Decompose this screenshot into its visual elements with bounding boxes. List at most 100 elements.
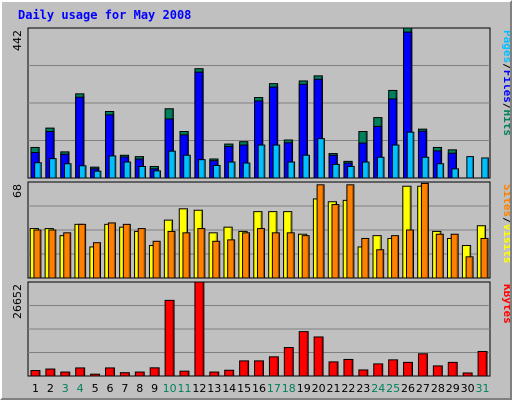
- sites-bar: [361, 237, 370, 279]
- sites-bar-shade: [397, 236, 399, 277]
- pages-bar-shade: [173, 152, 175, 177]
- sites-bar-shade: [233, 240, 235, 277]
- kbytes-bar: [283, 347, 294, 377]
- pages-bar: [93, 170, 102, 179]
- kbytes-bar-shade: [455, 363, 457, 375]
- pages-bar: [287, 161, 296, 179]
- day-label: 19: [297, 382, 311, 395]
- files-bar-shade: [246, 146, 248, 177]
- panel-visits: 68 Sites/Visits: [11, 181, 510, 279]
- panel-visits-legend: Sites/Visits: [501, 184, 510, 264]
- pages-bar-shade: [337, 165, 339, 177]
- sites-bar: [182, 232, 191, 279]
- kbytes-bar: [224, 369, 235, 377]
- kbytes-bar: [239, 360, 250, 377]
- sites-bar-shade: [411, 231, 413, 277]
- pages-bar-shade: [158, 171, 160, 177]
- sites-bar: [465, 256, 474, 279]
- kbytes-bar-shade: [172, 301, 174, 375]
- kbytes-bar-shade: [351, 360, 353, 375]
- day-label: 20: [312, 382, 326, 395]
- sites-bar: [376, 249, 385, 279]
- pages-bar: [138, 165, 147, 179]
- kbytes-bar-shade: [38, 371, 40, 375]
- pages-bar: [49, 158, 57, 179]
- files-bar-shade: [454, 154, 456, 177]
- sites-bar-shade: [203, 229, 205, 277]
- files-bar-shade: [171, 119, 173, 177]
- kbytes-bar-shade: [291, 348, 293, 375]
- pages-bar-shade: [114, 156, 116, 177]
- kbytes-bar: [164, 299, 175, 377]
- files-bar-shade: [410, 33, 412, 178]
- panel-hits-ymax-label: 442: [11, 30, 24, 51]
- files-bar-shade: [52, 132, 54, 177]
- day-label: 16: [252, 382, 266, 395]
- sites-bar-shade: [262, 229, 264, 277]
- pages-bar: [153, 170, 161, 179]
- sites-bar: [197, 228, 206, 279]
- kbytes-bar: [149, 367, 160, 377]
- sites-bar: [346, 184, 355, 279]
- sites-bar-shade: [248, 233, 250, 277]
- sites-bar: [286, 232, 295, 279]
- pages-bar-shade: [84, 166, 86, 177]
- sites-bar-shade: [143, 229, 145, 277]
- kbytes-bar-shade: [232, 371, 234, 375]
- kbytes-bar-shade: [321, 337, 323, 375]
- pages-bar: [242, 162, 251, 179]
- files-bar-shade: [305, 85, 307, 177]
- sites-bar: [331, 204, 340, 279]
- kbytes-bar: [403, 361, 414, 377]
- files-bar-shade: [291, 143, 293, 177]
- sites-bar-shade: [277, 233, 279, 277]
- panel-kbytes: 26652 KBytes: [11, 281, 510, 377]
- pages-bar: [168, 150, 176, 179]
- kbytes-bar-shade: [470, 373, 472, 375]
- sites-bar: [480, 237, 489, 279]
- kbytes-bar: [119, 372, 130, 377]
- day-label: 3: [62, 382, 69, 395]
- sites-bar-shade: [99, 243, 101, 277]
- sites-bar-shade: [113, 223, 115, 277]
- sites-bar-shade: [426, 184, 428, 277]
- sites-bar: [33, 229, 42, 279]
- pages-bar: [213, 164, 221, 179]
- pages-bar-shade: [352, 167, 354, 177]
- kbytes-bar-shade: [112, 368, 114, 375]
- day-label: 5: [92, 382, 99, 395]
- files-bar-shade: [395, 99, 397, 177]
- sites-bar: [63, 232, 72, 279]
- sites-bar-shade: [322, 185, 324, 277]
- kbytes-bar-shade: [53, 370, 55, 375]
- day-label: 29: [446, 382, 460, 395]
- kbytes-bar-shade: [276, 357, 278, 375]
- files-bar-shade: [320, 80, 322, 177]
- kbytes-bar: [179, 370, 190, 377]
- kbytes-bar: [194, 281, 205, 377]
- sites-bar-shade: [456, 235, 458, 277]
- files-bar-shade: [82, 98, 84, 177]
- sites-bar: [256, 228, 265, 279]
- kbytes-bar-shade: [202, 283, 204, 375]
- kbytes-bar-shade: [485, 352, 487, 375]
- day-label: 26: [401, 382, 415, 395]
- pages-bar: [436, 163, 445, 179]
- sites-bar: [271, 232, 280, 279]
- day-label: 15: [237, 382, 251, 395]
- kbytes-bar-shade: [68, 373, 70, 375]
- pages-bar-shade: [457, 169, 459, 177]
- day-label: 6: [106, 382, 113, 395]
- day-label: 10: [163, 382, 177, 395]
- sites-bar: [227, 239, 236, 279]
- sites-bar: [435, 233, 444, 279]
- sites-bar-shade: [337, 205, 339, 277]
- pages-bar-shade: [382, 158, 384, 177]
- pages-bar: [362, 161, 370, 179]
- pages-bar-shade: [203, 160, 205, 177]
- pages-bar-shade: [397, 146, 399, 177]
- pages-bar: [391, 144, 400, 179]
- sites-bar: [152, 240, 161, 279]
- sites-bar-shade: [54, 231, 56, 277]
